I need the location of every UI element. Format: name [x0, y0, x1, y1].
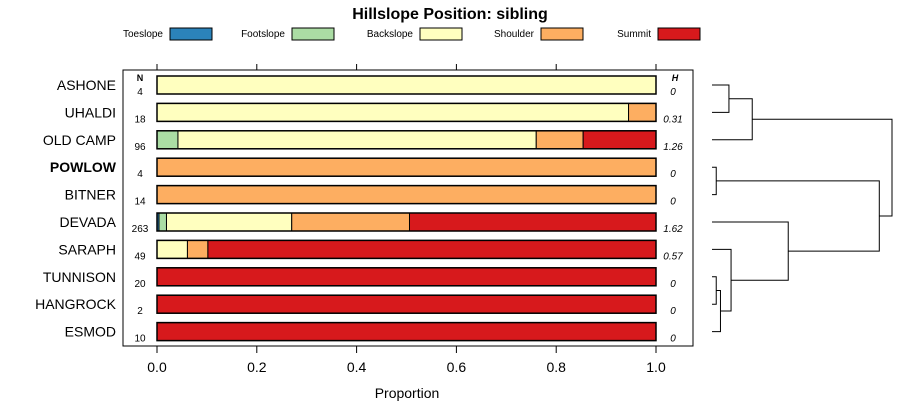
top-axis-ticks [156, 64, 657, 70]
n-value-ashone: 4 [137, 87, 143, 98]
h-value-old-camp: 1.26 [663, 142, 683, 153]
bar-outline-hangrock [156, 294, 657, 314]
bar-segment-old-camp-summit [582, 130, 657, 150]
bar-segment-old-camp-footslope [156, 130, 179, 150]
bar-segment-old-camp-backslope [177, 130, 537, 150]
n-value-tunnison: 20 [134, 279, 146, 290]
bar-segment-devada-backslope [165, 212, 293, 232]
dendrogram-link-7 [716, 180, 880, 252]
h-value-uhaldi: 0.31 [663, 114, 682, 125]
h-value-esmod: 0 [670, 334, 676, 345]
bar-segment-uhaldi-shoulder [628, 102, 657, 122]
row-label-esmod: ESMOD [65, 324, 116, 340]
bar-segment-bitner-shoulder [156, 185, 657, 205]
chart-title: Hillslope Position: sibling [352, 6, 548, 23]
h-value-powlow: 0 [670, 169, 676, 180]
row-label-ashone: ASHONE [57, 77, 116, 93]
dendrogram-link-5 [712, 248, 732, 312]
bar-outline-tunnison [156, 267, 657, 287]
n-value-esmod: 10 [134, 334, 146, 345]
x-tick-label-0: 0.0 [147, 359, 167, 375]
dendrogram-link-6 [712, 221, 789, 281]
bar-segment-saraph-backslope [156, 239, 188, 259]
n-value-bitner: 14 [134, 197, 146, 208]
legend-label-toeslope: Toeslope [123, 29, 163, 40]
row-label-powlow: POWLOW [50, 159, 117, 175]
legend-swatch-toeslope [169, 27, 213, 41]
bar-segment-devada-shoulder [291, 212, 410, 232]
dendrogram-link-1 [712, 98, 753, 141]
x-tick-label-3: 0.6 [447, 359, 467, 375]
bar-outline-ashone [156, 75, 657, 95]
dendrogram-link-8 [752, 118, 893, 217]
bar-outline-uhaldi [156, 102, 657, 123]
dendrogram-link-0 [712, 84, 730, 113]
n-value-saraph: 49 [134, 251, 146, 262]
bar-segment-ashone-backslope [156, 75, 657, 95]
x-tick-label-1: 0.2 [247, 359, 267, 375]
bar-outline-esmod [156, 321, 657, 342]
h-value-saraph: 0.57 [663, 251, 683, 262]
row-label-hangrock: HANGROCK [35, 296, 117, 312]
row-label-bitner: BITNER [65, 187, 116, 203]
bar-segment-devada-footslope [158, 212, 167, 232]
x-tick-label-5: 1.0 [646, 359, 666, 375]
legend-label-summit: Summit [617, 29, 651, 40]
x-axis-label: Proportion [375, 385, 440, 401]
n-value-devada: 263 [132, 224, 149, 235]
n-value-powlow: 4 [137, 169, 143, 180]
n-column-header: N [137, 73, 144, 83]
bar-segment-saraph-summit [207, 239, 657, 259]
legend-label-backslope: Backslope [367, 29, 414, 40]
legend: Toeslope Footslope Backslope Shoulder Summit [123, 27, 701, 41]
x-tick-label-4: 0.8 [546, 359, 566, 375]
row-label-saraph: SARAPH [58, 241, 116, 257]
bar-outline-devada [156, 212, 657, 232]
n-value-old-camp: 96 [134, 142, 146, 153]
bar-segment-tunnison-summit [156, 267, 657, 287]
legend-swatch-summit [657, 27, 701, 41]
h-value-tunnison: 0 [670, 279, 676, 290]
x-tick-label-2: 0.4 [347, 359, 367, 375]
bar-segment-old-camp-shoulder [535, 130, 584, 150]
dendrogram-link-3 [712, 276, 717, 305]
legend-swatch-footslope [291, 27, 335, 41]
bars: ASHONE 4 0 UHALDI 18 0.31 OLD CAMP 96 1.26 POWLOW… [35, 75, 683, 345]
h-value-hangrock: 0 [670, 306, 676, 317]
row-label-old-camp: OLD CAMP [43, 132, 116, 148]
bar-outline-saraph [156, 239, 657, 260]
bar-segment-powlow-shoulder [156, 157, 657, 177]
row-label-devada: DEVADA [59, 214, 116, 230]
legend-swatch-shoulder [540, 27, 584, 41]
bar-outline-powlow [156, 157, 657, 177]
h-value-devada: 1.62 [663, 224, 683, 235]
bar-outline-bitner [156, 184, 657, 205]
legend-label-shoulder: Shoulder [494, 29, 535, 40]
bar-segment-saraph-shoulder [186, 239, 209, 259]
row-label-uhaldi: UHALDI [65, 104, 116, 120]
h-value-ashone: 0 [670, 87, 676, 98]
dendrogram [712, 84, 893, 333]
bar-segment-uhaldi-backslope [156, 102, 630, 122]
plot-frame [122, 69, 694, 347]
h-value-bitner: 0 [670, 197, 676, 208]
h-column-header: H [672, 73, 679, 83]
n-value-uhaldi: 18 [134, 114, 146, 125]
bar-segment-esmod-summit [156, 322, 657, 342]
bar-segment-devada-summit [408, 212, 657, 232]
n-value-hangrock: 2 [137, 306, 143, 317]
dendrogram-link-2 [712, 166, 717, 196]
x-axis: 0.0 0.2 0.4 0.6 0.8 1.0 [147, 346, 666, 375]
bar-outline-old-camp [156, 130, 657, 150]
bar-segment-hangrock-summit [156, 294, 657, 314]
legend-label-footslope: Footslope [241, 29, 285, 40]
row-label-tunnison: TUNNISON [43, 269, 116, 285]
legend-swatch-backslope [419, 27, 463, 41]
